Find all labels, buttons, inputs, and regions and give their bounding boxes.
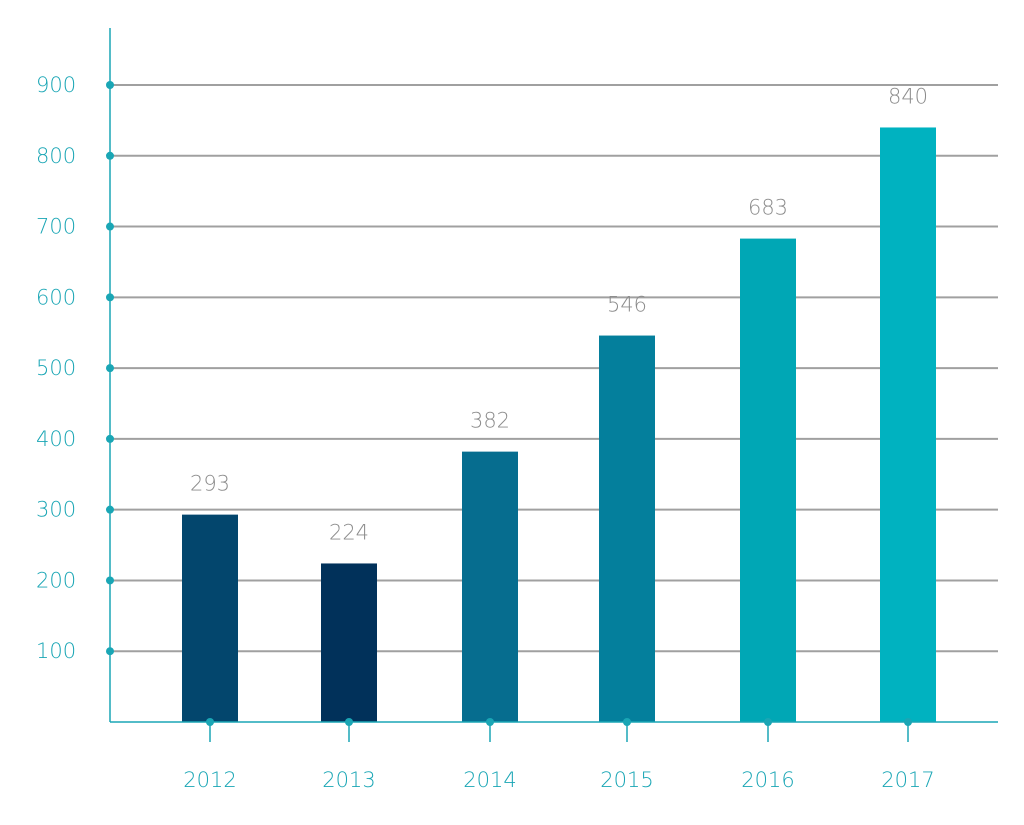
y-tick-label-400: 400 <box>36 427 76 451</box>
y-tick-label-800: 800 <box>36 144 76 168</box>
x-tick-label-2015: 2015 <box>600 768 653 792</box>
y-tick-label-600: 600 <box>36 285 76 309</box>
bar-2014 <box>462 451 518 722</box>
data-label-2015: 546 <box>607 293 647 317</box>
data-label-2012: 293 <box>190 472 230 496</box>
bar-2012 <box>182 514 238 722</box>
x-tick-label-2012: 2012 <box>183 768 236 792</box>
x-tick-label-2014: 2014 <box>463 768 516 792</box>
bar-layer <box>182 127 936 723</box>
x-axis-tick-dot-2017 <box>904 718 912 726</box>
x-tick-label-2016: 2016 <box>741 768 794 792</box>
bar-2016 <box>740 238 796 723</box>
y-tick-label-900: 900 <box>36 73 76 97</box>
bar-2017 <box>880 127 936 722</box>
data-label-2017: 840 <box>888 84 928 108</box>
grid-layer <box>110 84 998 653</box>
x-axis-tick-dot-2015 <box>623 718 631 726</box>
label-layer: 100 200 300 400 500 600 700 800 900 293 2012 224 201… <box>36 73 935 792</box>
y-tick-label-700: 700 <box>36 215 76 239</box>
data-label-2016: 683 <box>748 196 788 220</box>
x-tick-label-2013: 2013 <box>322 768 375 792</box>
y-tick-label-200: 200 <box>36 568 76 592</box>
y-tick-label-300: 300 <box>36 498 76 522</box>
x-axis-tick-dot-2012 <box>206 718 214 726</box>
x-tick-label-2017: 2017 <box>881 768 934 792</box>
x-axis-tick-dot-2014 <box>486 718 494 726</box>
bar-2013 <box>321 563 377 722</box>
axis-layer <box>106 28 998 742</box>
y-tick-label-500: 500 <box>36 356 76 380</box>
data-label-2013: 224 <box>329 520 369 544</box>
x-axis-tick-dot-2016 <box>764 718 772 726</box>
x-axis-tick-dot-2013 <box>345 718 353 726</box>
data-label-2014: 382 <box>470 409 510 433</box>
y-tick-label-100: 100 <box>36 639 76 663</box>
bar-2015 <box>599 335 655 722</box>
